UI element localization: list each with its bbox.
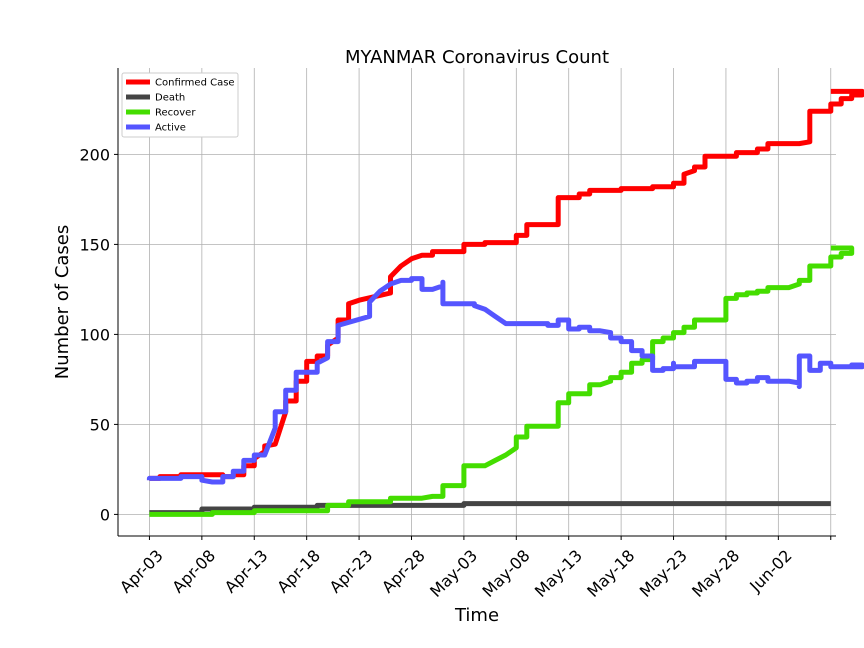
y-tick-label: 150 (79, 235, 110, 254)
y-tick-label: 50 (90, 415, 110, 434)
x-tick-label: Apr-18 (273, 546, 324, 597)
x-tick-label: May-08 (479, 546, 534, 601)
x-tick-label: May-03 (426, 546, 481, 601)
x-tick-label: Jun-02 (745, 546, 795, 596)
legend-label: Active (155, 123, 186, 134)
legend-label: Recover (155, 108, 196, 119)
legend-label: Death (155, 93, 185, 104)
x-tick-label: Apr-23 (326, 546, 377, 597)
x-tick-label: Apr-08 (168, 546, 219, 597)
series-line-confirmed-case (149, 88, 864, 481)
y-axis-ticks: 0 50 100 150 200 (79, 145, 118, 524)
x-tick-label: Apr-28 (378, 546, 429, 597)
x-tick-label: May-18 (583, 546, 638, 601)
x-axis-label: Time (454, 605, 499, 626)
y-axis-label: Number of Cases (52, 225, 73, 380)
x-tick-label: May-28 (688, 546, 743, 601)
legend-label: Confirmed Case (155, 78, 235, 89)
y-tick-label: 0 (100, 505, 110, 524)
series-lines (146, 88, 864, 517)
series-line-active (146, 276, 864, 485)
legend: Confirmed Case Death Recover Active (121, 72, 239, 138)
series-line-recover (149, 245, 855, 517)
x-tick-label: May-13 (531, 546, 586, 601)
x-tick-label: Apr-13 (221, 546, 272, 597)
x-tick-label: Apr-03 (116, 546, 167, 597)
axes (117, 68, 836, 537)
y-tick-label: 100 (79, 325, 110, 344)
x-axis-ticks: Apr-03 Apr-08 Apr-13 Apr-18 Apr-23 Apr-28May-… (116, 536, 832, 601)
legend-box (121, 72, 239, 138)
y-tick-label: 200 (79, 145, 110, 164)
chart-title: MYANMAR Coronavirus Count (345, 47, 609, 68)
series-line-death (149, 501, 831, 516)
x-tick-label: May-23 (636, 546, 691, 601)
